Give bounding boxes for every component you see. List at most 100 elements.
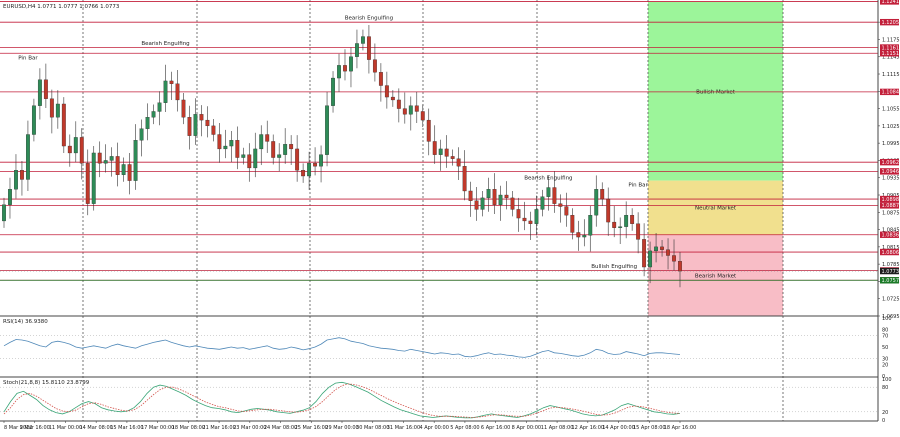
- candle-body-68: [409, 106, 413, 115]
- candle-body-60: [361, 37, 365, 44]
- time-tick-label-14: 4 Apr 00:00: [419, 425, 448, 431]
- candle-body-73: [439, 149, 443, 155]
- candle-body-6: [38, 80, 42, 106]
- stoch-title: Stoch(21,8,8) 15.8110 23.8799: [3, 380, 90, 386]
- candle-body-16: [98, 153, 102, 163]
- time-tick-label-19: 12 Apr 16:00: [572, 425, 605, 431]
- candle-body-62: [373, 60, 377, 73]
- candle-body-56: [337, 65, 341, 78]
- candle-body-27: [164, 81, 168, 103]
- candle-body-104: [624, 215, 628, 227]
- candle-body-82: [493, 189, 497, 205]
- pattern-label-4: Pin Bar: [628, 182, 648, 188]
- candle-body-89: [535, 209, 539, 223]
- candle-body-54: [325, 106, 329, 155]
- candle-body-88: [529, 221, 533, 224]
- rsi-tick-label-0: 100: [882, 316, 892, 322]
- time-tick-label-1: 9 Mar 16:00: [20, 425, 50, 431]
- candle-body-26: [158, 103, 162, 112]
- candle-body-109: [654, 247, 658, 251]
- candle-body-91: [547, 188, 551, 197]
- zone-label-0: Bullish Market: [696, 89, 736, 95]
- candle-body-49: [295, 149, 299, 170]
- level-tag-5: 1.1151: [882, 51, 900, 57]
- candle-body-30: [182, 100, 186, 117]
- candle-body-10: [62, 104, 66, 146]
- candle-body-17: [104, 160, 108, 163]
- stoch-tick-label-2: 20: [882, 410, 888, 416]
- candle-body-67: [403, 109, 407, 115]
- stoch-tick-label-0: 100: [882, 377, 892, 383]
- candle-body-79: [475, 201, 479, 210]
- candle-body-87: [523, 218, 527, 221]
- candle-body-70: [421, 111, 425, 120]
- candle-body-77: [463, 166, 467, 191]
- candle-body-39: [236, 140, 240, 157]
- candle-body-96: [577, 232, 581, 237]
- zone-label-2: Bearish Market: [695, 273, 737, 279]
- candle-body-75: [451, 156, 455, 158]
- candle-body-31: [188, 117, 192, 135]
- price-tick-label-1: 1.1175: [882, 37, 900, 43]
- candle-body-22: [134, 140, 138, 180]
- level-tag-10: 1.0887: [882, 203, 900, 209]
- candle-body-100: [600, 189, 604, 199]
- rsi-tick-label-3: 50: [882, 345, 888, 351]
- rsi-tick-label-5: 20: [882, 362, 888, 368]
- candle-body-9: [56, 104, 60, 117]
- candle-body-29: [176, 84, 180, 100]
- candle-body-14: [86, 163, 90, 203]
- rsi-tick-label-2: 70: [882, 333, 888, 339]
- candle-body-35: [212, 126, 216, 135]
- level-tag-6: 1.1084: [882, 90, 900, 96]
- candle-body-106: [636, 224, 640, 240]
- candle-body-76: [457, 159, 461, 166]
- candle-body-44: [265, 135, 269, 142]
- time-tick-label-16: 6 Apr 16:00: [481, 425, 510, 431]
- candle-body-46: [277, 155, 281, 158]
- current-price-tag: 1.0773: [882, 269, 900, 275]
- candle-body-45: [271, 141, 275, 157]
- level-tag-9: 1.0898: [882, 197, 900, 203]
- time-tick-label-15: 5 Apr 08:00: [450, 425, 479, 431]
- pattern-label-0: Pin Bar: [18, 56, 38, 62]
- candle-body-21: [128, 164, 132, 180]
- candle-body-34: [206, 120, 210, 126]
- time-tick-label-9: 24 Mar 08:00: [264, 425, 297, 431]
- candle-body-32: [194, 114, 198, 135]
- candle-body-5: [32, 106, 36, 135]
- candle-body-18: [110, 156, 114, 160]
- candle-body-107: [642, 239, 646, 267]
- candle-body-61: [367, 37, 371, 60]
- candle-body-52: [313, 163, 317, 166]
- candle-body-4: [26, 135, 30, 180]
- price-tick-label-11: 1.0875: [882, 210, 900, 216]
- price-tick-label-6: 1.1025: [882, 124, 900, 130]
- time-tick-label-11: 29 Mar 00:00: [325, 425, 358, 431]
- candle-body-95: [571, 215, 575, 232]
- candle-body-40: [242, 155, 246, 158]
- time-tick-label-8: 23 Mar 00:00: [233, 425, 266, 431]
- zone-label-1: Neutral Market: [695, 206, 737, 212]
- candle-body-84: [505, 195, 509, 198]
- candle-body-23: [140, 129, 144, 141]
- candle-body-86: [517, 209, 521, 218]
- rsi-title: RSI(14) 36.9380: [3, 319, 48, 325]
- level-tag-11: 1.0836: [882, 233, 900, 239]
- candle-body-71: [427, 120, 431, 141]
- candle-body-43: [259, 135, 263, 149]
- time-tick-label-13: 31 Mar 16:00: [387, 425, 420, 431]
- green-level-tag: 1.0757: [882, 278, 900, 284]
- time-tick-label-22: 18 Apr 16:00: [664, 425, 697, 431]
- time-tick-label-5: 17 Mar 00:00: [141, 425, 174, 431]
- candle-body-111: [666, 250, 670, 256]
- candle-body-50: [301, 170, 305, 176]
- candle-body-113: [678, 261, 682, 271]
- time-tick-label-17: 8 Apr 00:00: [512, 425, 541, 431]
- price-tick-label-9: 1.0935: [882, 176, 900, 182]
- candle-body-110: [660, 247, 664, 250]
- candle-body-0: [2, 205, 6, 221]
- candle-body-94: [565, 207, 569, 216]
